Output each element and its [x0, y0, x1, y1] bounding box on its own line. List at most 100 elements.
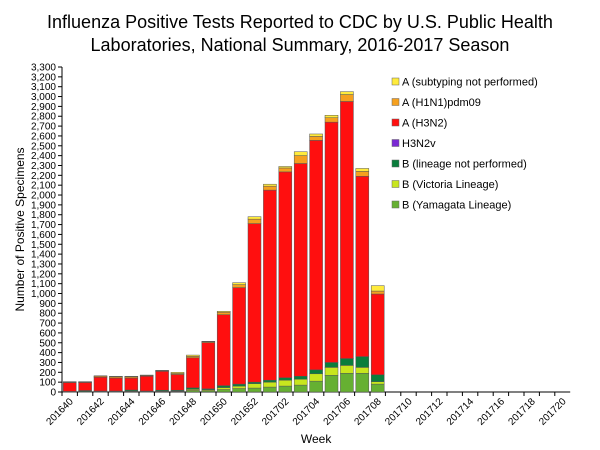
bar-segment — [263, 183, 277, 187]
bar-segment — [232, 282, 246, 285]
bar-segment — [355, 356, 370, 368]
y-tick-label: 600 — [39, 328, 56, 339]
y-tick-label: 2,200 — [31, 171, 56, 182]
bar-segment — [78, 382, 92, 391]
bar-segment — [62, 382, 77, 392]
bar-segment — [278, 171, 293, 378]
x-tick-label: 201646 — [137, 396, 169, 428]
bar-segment — [139, 375, 154, 392]
y-tick-label: 1,300 — [31, 259, 56, 270]
bar-segment — [186, 354, 200, 357]
bar-segment — [370, 293, 385, 376]
bar-segment — [370, 381, 385, 385]
bar-segment — [216, 314, 231, 386]
legend-label: H3N2v — [402, 138, 436, 150]
x-tick-label: 201716 — [476, 396, 508, 428]
bar-segment — [340, 94, 354, 102]
y-tick-label: 300 — [39, 358, 56, 369]
bar-segment — [155, 370, 169, 372]
x-tick-label: 201714 — [445, 396, 477, 428]
x-tick-label: 201642 — [75, 396, 107, 428]
bar-segment — [62, 381, 77, 383]
bar-segment — [340, 365, 354, 374]
x-tick-label: 201706 — [322, 396, 354, 428]
y-tick-label: 1,800 — [31, 210, 56, 221]
x-axis-label: Week — [301, 432, 332, 446]
y-tick-label: 3,100 — [31, 82, 56, 93]
bar-segment — [355, 367, 370, 374]
x-tick-label: 201644 — [106, 396, 138, 428]
bar-segment — [355, 373, 370, 393]
y-tick-label: 2,500 — [31, 141, 56, 152]
y-tick-label: 200 — [39, 368, 56, 379]
bar-segment — [247, 383, 262, 389]
x-tick-label: 201712 — [414, 396, 446, 428]
y-tick-label: 1,700 — [31, 220, 56, 231]
y-tick-label: 400 — [39, 348, 56, 359]
bar-segment — [232, 284, 246, 288]
bar-segment — [324, 367, 339, 376]
x-tick-label: 201702 — [260, 396, 292, 428]
x-tick-label: 201704 — [291, 396, 323, 428]
bar-segment — [186, 357, 200, 389]
legend-label: A (subtyping not performed) — [402, 77, 538, 89]
bar-segment — [340, 91, 354, 95]
y-tick-label: 1,600 — [31, 230, 56, 241]
y-tick-label: 2,600 — [31, 131, 56, 142]
bar-segment — [355, 168, 370, 172]
legend-label: B (lineage not performed) — [402, 159, 527, 171]
bar-segment — [78, 381, 92, 383]
bar-segment — [216, 310, 231, 313]
legend-label: B (Victoria Lineage) — [402, 179, 498, 191]
bar-segment — [139, 374, 154, 376]
y-tick-label: 0 — [50, 388, 56, 399]
bar-segment — [263, 189, 277, 381]
chart-title-line-1: Influenza Positive Tests Reported to CDC… — [47, 12, 553, 32]
bar-segment — [278, 377, 293, 381]
bar-segment — [340, 373, 354, 393]
bar-segment — [370, 285, 385, 292]
bar-segment — [170, 372, 185, 374]
bar-segment — [109, 375, 123, 378]
bar-segment — [216, 385, 231, 388]
bar-segment — [263, 386, 277, 393]
bar-segment — [309, 369, 323, 375]
bar-segment — [216, 311, 231, 315]
legend-swatch — [391, 159, 400, 168]
bar-segment — [293, 163, 308, 377]
x-tick-label: 201652 — [229, 396, 261, 428]
bar-segment — [309, 140, 323, 371]
bar-segment — [324, 121, 339, 363]
bar-segment — [201, 341, 216, 343]
bar-segment — [293, 384, 308, 393]
y-tick-label: 1,500 — [31, 240, 56, 251]
bar-segment — [232, 388, 246, 393]
bar-segment — [247, 223, 262, 383]
bar-segment — [293, 378, 308, 386]
bar-segment — [247, 218, 262, 224]
legend-swatch — [391, 180, 400, 188]
x-tick-label: 201718 — [506, 396, 538, 428]
y-tick-label: 1,000 — [31, 289, 56, 300]
y-axis-label: Number of Positive Specimens — [13, 147, 27, 311]
x-tick-label: 201650 — [198, 396, 230, 428]
legend-swatch — [391, 200, 400, 209]
bar-segment — [370, 374, 385, 382]
bar-segment — [370, 383, 385, 393]
y-tick-label: 2,800 — [31, 112, 56, 123]
bar-segment — [93, 375, 108, 377]
bar-segment — [232, 385, 246, 389]
y-tick-label: 2,300 — [31, 161, 56, 172]
bar-segment — [278, 166, 293, 169]
bar-segment — [293, 151, 308, 156]
bar-segment — [109, 377, 123, 392]
legend-swatch — [391, 77, 400, 86]
bar-segment — [263, 185, 277, 191]
y-tick-label: 1,100 — [31, 279, 56, 290]
bar-segment — [124, 375, 139, 378]
bar-segment — [263, 381, 277, 388]
bar-segment — [340, 358, 354, 366]
legend-swatch — [391, 118, 400, 127]
bar-segment — [216, 387, 231, 390]
